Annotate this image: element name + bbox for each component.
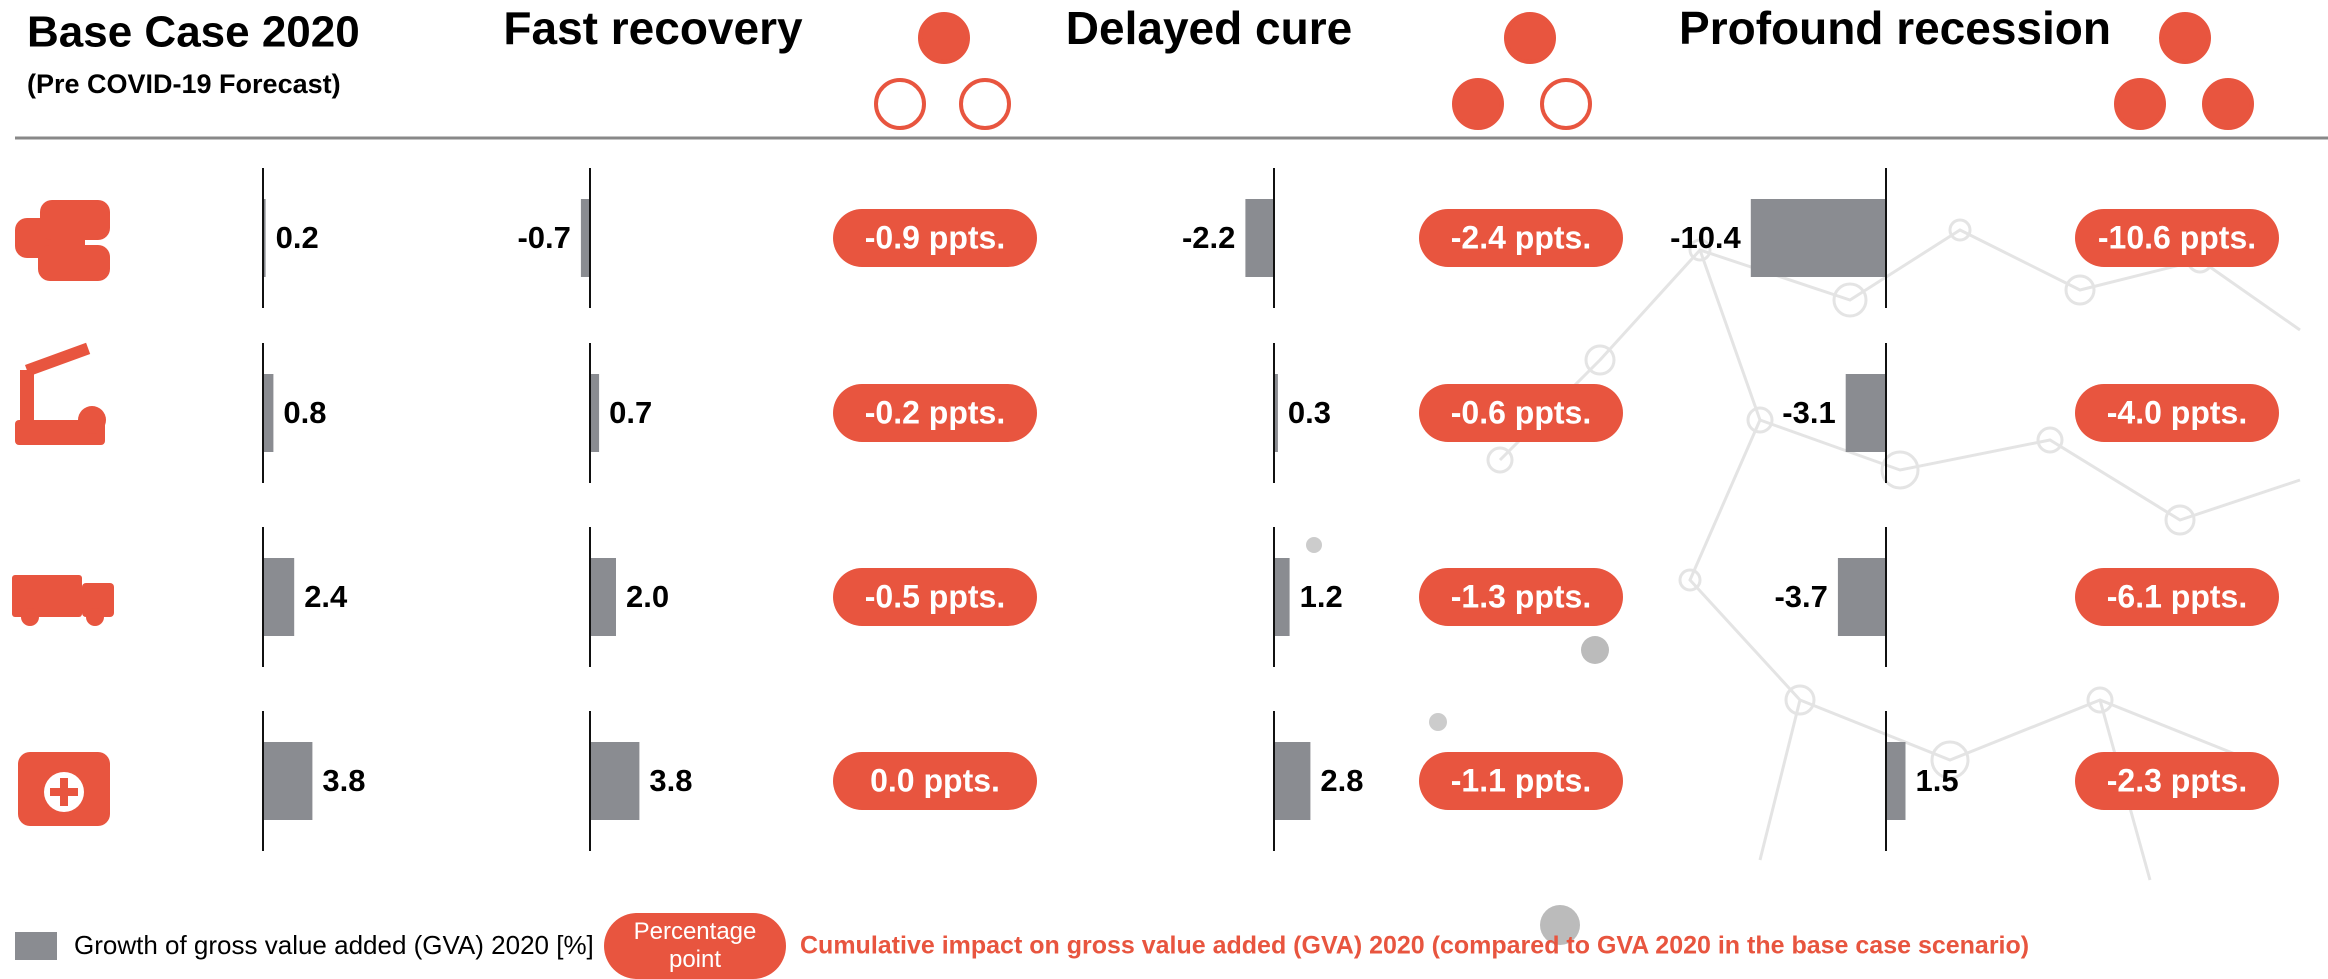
impact-label: -10.6 ppts.: [2098, 219, 2256, 255]
impact-pill: [833, 752, 1037, 810]
title: Profound recession: [1679, 2, 2111, 54]
bar: [263, 199, 266, 277]
value-label: 2.8: [1320, 763, 1363, 798]
value-label: 2.4: [304, 579, 348, 614]
legend-label: Growth of gross value added (GVA) 2020 […: [74, 930, 594, 960]
bar: [263, 374, 274, 452]
impact-pill: [1419, 209, 1623, 267]
impact-label: -0.6 ppts.: [1451, 394, 1591, 430]
impact-pill: [1419, 568, 1623, 626]
impact-pill: [2075, 568, 2279, 626]
value-label: 0.3: [1288, 395, 1331, 430]
decor-virus: [1581, 636, 1609, 664]
subtitle: (Pre COVID-19 Forecast): [27, 69, 341, 99]
value-label: 1.2: [1300, 579, 1343, 614]
legend-impact-label: Cumulative impact on gross value added (…: [800, 932, 2029, 960]
bar: [590, 742, 640, 820]
impact-label: -0.5 ppts.: [865, 578, 1005, 614]
impact-pill: [833, 209, 1037, 267]
value-label: -3.7: [1774, 579, 1827, 614]
bar: [1274, 742, 1311, 820]
bar: [590, 558, 616, 636]
bar: [580, 199, 590, 277]
title: Delayed cure: [1066, 2, 1352, 54]
row-icons: [12, 200, 114, 826]
decor-virus: [1540, 905, 1580, 945]
impact-pill: [833, 568, 1037, 626]
bar: [263, 742, 313, 820]
impact-label: -6.1 ppts.: [2107, 578, 2247, 614]
bar: [263, 558, 295, 636]
value-label: -2.2: [1182, 220, 1235, 255]
impact-pill: [2075, 384, 2279, 442]
impact-label: -4.0 ppts.: [2107, 394, 2247, 430]
title: Fast recovery: [503, 2, 803, 54]
value-label: -10.4: [1670, 220, 1741, 255]
decor-virus: [1429, 713, 1447, 731]
impact-pill: [2075, 209, 2279, 267]
value-label: 1.5: [1916, 763, 1959, 798]
bar: [1886, 742, 1906, 820]
impact-label: -1.1 ppts.: [1451, 762, 1591, 798]
bar: [1274, 374, 1278, 452]
medical-cross-bars: [50, 778, 78, 806]
impact-label: -1.3 ppts.: [1451, 578, 1591, 614]
impact-label: -0.9 ppts.: [865, 219, 1005, 255]
legend-swatch: [15, 932, 57, 960]
legend-pill: [604, 913, 786, 979]
impact-label: 0.0 ppts.: [870, 762, 1000, 798]
bar: [1245, 199, 1274, 277]
value-label: 3.8: [322, 763, 365, 798]
bar: [1750, 199, 1886, 277]
bar: [590, 374, 600, 452]
decor-virus: [1306, 537, 1322, 553]
value-label: 2.0: [626, 579, 669, 614]
value-label: -0.7: [517, 220, 570, 255]
bar: [1274, 558, 1290, 636]
impact-pill: [833, 384, 1037, 442]
value-label: 0.2: [276, 220, 319, 255]
legend-pill-label: Percentage point: [633, 918, 757, 973]
impact-label: -0.2 ppts.: [865, 394, 1005, 430]
impact-label: -2.4 ppts.: [1451, 219, 1591, 255]
impact-label: -2.3 ppts.: [2107, 762, 2247, 798]
value-label: -3.1: [1782, 395, 1835, 430]
bar: [1837, 558, 1886, 636]
impact-pill: [1419, 752, 1623, 810]
charts: 0.2 0.8 2.4 3.8 -0.7 -0.9 ppts. 0.7 -0.2 ppts. 2…: [262, 168, 2279, 851]
value-label: 0.8: [283, 395, 326, 430]
title: Base Case 2020: [27, 8, 360, 57]
bar: [1845, 374, 1886, 452]
value-label: 3.8: [649, 763, 692, 798]
value-label: 0.7: [609, 395, 652, 430]
impact-pill: [2075, 752, 2279, 810]
impact-pill: [1419, 384, 1623, 442]
virus-icons: [874, 12, 2254, 130]
